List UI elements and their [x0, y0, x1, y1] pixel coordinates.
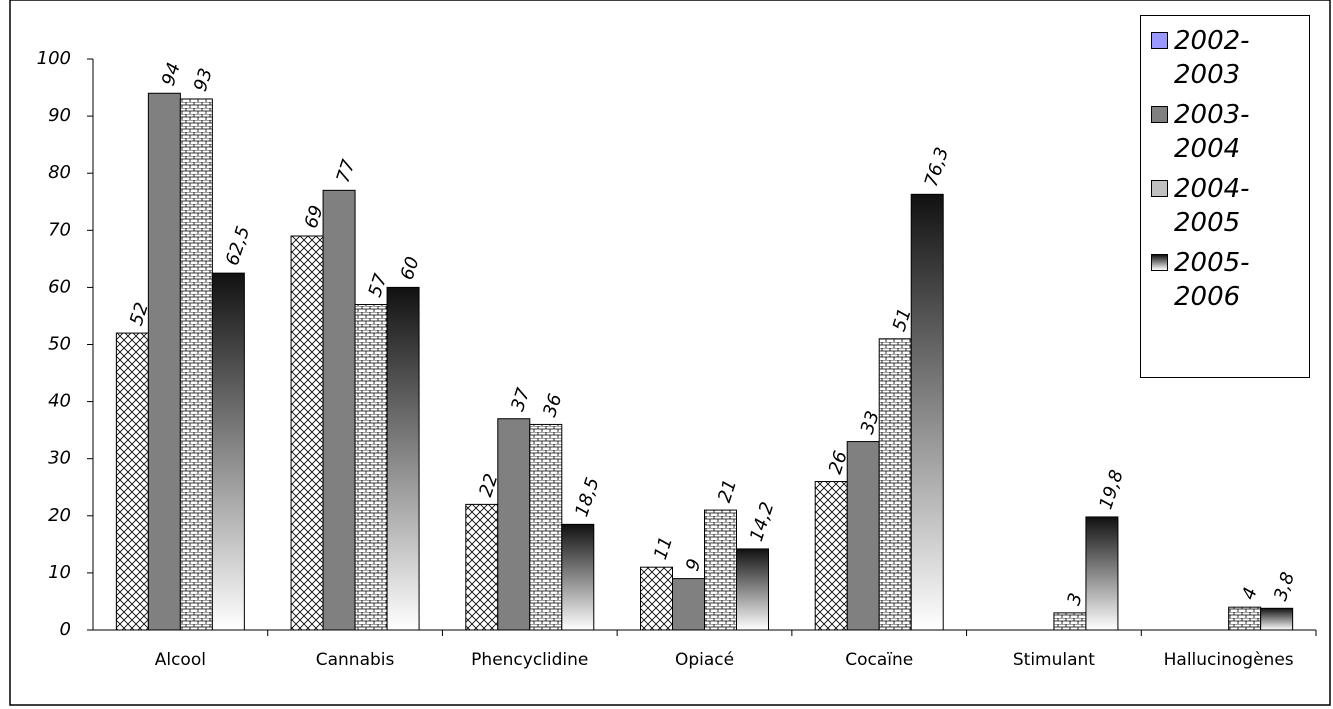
legend-label: 2003-2004 — [1174, 100, 1250, 164]
data-label: 94 — [158, 60, 185, 88]
x-tick-label: Stimulant — [1013, 650, 1095, 670]
bar — [672, 578, 705, 631]
data-label: 18,5 — [571, 475, 603, 520]
legend-item: 2004-2005 — [1151, 172, 1299, 240]
bar — [1085, 516, 1119, 631]
data-label: 9 — [682, 556, 706, 573]
bar — [1053, 612, 1087, 631]
data-label: 93 — [190, 66, 217, 94]
legend-item: 2005-2006 — [1151, 246, 1299, 314]
data-label: 3,8 — [1270, 570, 1299, 604]
data-label: 3 — [1063, 591, 1087, 608]
bar — [465, 503, 499, 631]
bar — [497, 418, 531, 631]
legend-label: 2005-2006 — [1174, 248, 1250, 312]
legend-item: 2003-2004 — [1151, 98, 1299, 166]
legend-swatch — [1151, 106, 1168, 123]
data-label: 60 — [397, 254, 424, 282]
data-label: 62,5 — [222, 224, 254, 269]
bar — [322, 189, 356, 631]
bar — [115, 332, 149, 631]
bar — [211, 272, 245, 631]
bar — [386, 286, 420, 631]
data-label: 21 — [714, 477, 741, 505]
bar — [704, 509, 737, 631]
y-tick-label: 30 — [48, 448, 71, 469]
bar — [846, 441, 880, 631]
x-tick-label: Alcool — [155, 650, 206, 670]
x-tick-label: Opiacé — [675, 650, 734, 670]
bar — [910, 193, 944, 631]
legend-swatch — [1151, 180, 1168, 197]
y-tick-label: 20 — [48, 505, 71, 526]
data-label: 77 — [333, 157, 360, 186]
x-tick-label: Cannabis — [316, 650, 395, 670]
bar — [640, 566, 673, 631]
legend: 2002-2003 2003-2004 2004-2005 2005-2006 — [1140, 15, 1310, 378]
y-tick-label: 50 — [48, 334, 71, 355]
data-label: 14,2 — [746, 499, 778, 544]
bar — [147, 92, 181, 631]
y-tick-label: 0 — [60, 619, 71, 640]
x-tick-label: Phencyclidine — [471, 650, 588, 670]
bar — [179, 98, 213, 631]
y-tick-label: 80 — [48, 162, 71, 183]
legend-swatch — [1151, 32, 1168, 49]
y-tick-label: 40 — [48, 391, 71, 412]
data-label: 76,3 — [921, 145, 953, 190]
frame — [9, 0, 1331, 706]
y-tick-label: 60 — [48, 276, 71, 297]
legend-label: 2004-2005 — [1174, 174, 1250, 238]
x-tick-label: Hallucinogènes — [1164, 650, 1294, 670]
y-tick-label: 70 — [48, 219, 71, 240]
y-tick-label: 10 — [48, 562, 71, 583]
x-tick-label: Cocaïne — [845, 650, 913, 670]
y-tick-label: 100 — [37, 48, 71, 69]
legend-label: 2002-2003 — [1174, 26, 1250, 90]
bar — [814, 481, 848, 631]
bar — [1260, 607, 1294, 631]
data-label: 36 — [539, 391, 566, 419]
data-label: 37 — [507, 385, 534, 414]
data-label: 4 — [1238, 585, 1262, 602]
bar — [354, 304, 388, 631]
bar — [529, 423, 563, 631]
bar — [1228, 606, 1262, 631]
data-label: 19,8 — [1095, 467, 1127, 512]
bar — [561, 523, 595, 631]
legend-item: 2002-2003 — [1151, 24, 1299, 92]
bar — [736, 548, 769, 631]
data-label: 11 — [650, 534, 677, 562]
legend-swatch — [1151, 254, 1168, 271]
bar — [878, 338, 912, 631]
y-tick-label: 90 — [48, 105, 71, 126]
bar — [290, 235, 324, 631]
